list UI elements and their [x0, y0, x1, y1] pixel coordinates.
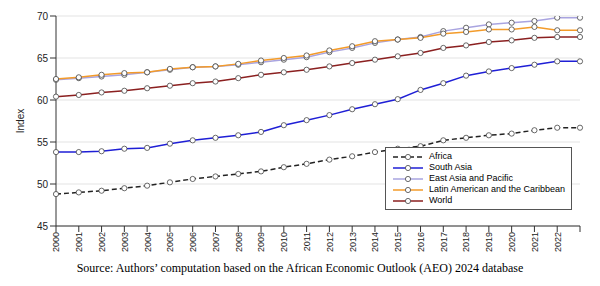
svg-text:2010: 2010 [279, 232, 289, 252]
svg-text:2021: 2021 [530, 232, 540, 252]
svg-text:2007: 2007 [211, 232, 221, 252]
svg-text:2006: 2006 [188, 232, 198, 252]
html-text:World: World [428, 195, 453, 205]
svg-text:2004: 2004 [143, 232, 153, 252]
svg-text:2017: 2017 [439, 232, 449, 252]
html-text:South Asia: South Asia [428, 162, 472, 172]
svg-text:2013: 2013 [348, 232, 358, 252]
svg-text:2009: 2009 [256, 232, 266, 252]
svg-text:2008: 2008 [234, 232, 244, 252]
svg-text:2012: 2012 [325, 232, 335, 252]
svg-text:2019: 2019 [484, 232, 494, 252]
svg-text:2015: 2015 [393, 232, 403, 252]
svg-text:65: 65 [37, 53, 49, 64]
svg-text:50: 50 [37, 179, 49, 190]
html-text:Source: Authors’ computation b: Source: Authors’ computation based on th… [76, 261, 524, 275]
svg-text:2000: 2000 [51, 232, 61, 252]
svg-text:45: 45 [37, 221, 49, 232]
svg-text:2003: 2003 [120, 232, 130, 252]
html-text:Latin American and the Caribbe: Latin American and the Caribbean [428, 184, 565, 194]
svg-text:2014: 2014 [370, 232, 380, 252]
svg-text:2011: 2011 [302, 232, 312, 251]
svg-text:55: 55 [37, 137, 49, 148]
svg-text:60: 60 [37, 95, 49, 106]
svg-text:2002: 2002 [97, 232, 107, 252]
svg-text:2001: 2001 [74, 232, 84, 252]
html-text:East Asia and Pacific: East Asia and Pacific [428, 173, 513, 183]
svg-text:2018: 2018 [461, 232, 471, 252]
svg-text:2005: 2005 [165, 232, 175, 252]
svg-text:2016: 2016 [416, 232, 426, 252]
svg-text:2022: 2022 [553, 232, 563, 252]
html-text:Africa: Africa [428, 151, 452, 161]
svg-text:70: 70 [37, 11, 49, 22]
svg-text:2020: 2020 [507, 232, 517, 252]
svg-text:Index: Index [15, 109, 26, 133]
